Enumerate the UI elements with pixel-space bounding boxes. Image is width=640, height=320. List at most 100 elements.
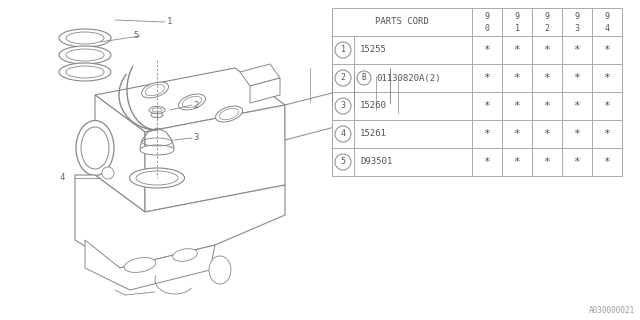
Text: A030000021: A030000021 xyxy=(589,306,635,315)
Bar xyxy=(592,92,622,120)
Text: *: * xyxy=(604,157,611,167)
Text: *: * xyxy=(604,45,611,55)
Bar xyxy=(472,8,502,36)
Text: 5: 5 xyxy=(133,30,138,39)
Text: 3: 3 xyxy=(193,133,198,142)
Bar xyxy=(472,148,502,176)
Text: 4: 4 xyxy=(605,24,609,33)
Bar xyxy=(502,120,532,148)
Text: *: * xyxy=(484,101,490,111)
Bar xyxy=(502,92,532,120)
Bar xyxy=(332,120,354,148)
Bar xyxy=(502,148,532,176)
Text: *: * xyxy=(543,73,550,83)
Text: *: * xyxy=(514,129,520,139)
Text: 15255: 15255 xyxy=(360,45,387,54)
Text: *: * xyxy=(573,101,580,111)
Bar xyxy=(332,8,472,36)
Text: 1: 1 xyxy=(515,24,520,33)
Polygon shape xyxy=(240,64,280,86)
Ellipse shape xyxy=(140,145,174,155)
Text: 3: 3 xyxy=(575,24,579,33)
Ellipse shape xyxy=(76,121,114,175)
Ellipse shape xyxy=(59,63,111,81)
Text: 15261: 15261 xyxy=(360,130,387,139)
Text: *: * xyxy=(484,45,490,55)
Polygon shape xyxy=(145,105,285,212)
Text: *: * xyxy=(573,157,580,167)
Text: 5: 5 xyxy=(340,157,346,166)
Text: 01130820A(2): 01130820A(2) xyxy=(376,74,440,83)
Text: *: * xyxy=(514,101,520,111)
Circle shape xyxy=(335,70,351,86)
Text: 9: 9 xyxy=(484,12,490,21)
Polygon shape xyxy=(285,68,430,140)
Text: 9: 9 xyxy=(605,12,609,21)
Text: 4: 4 xyxy=(60,173,65,182)
Ellipse shape xyxy=(102,167,114,179)
Bar xyxy=(354,92,472,120)
Text: *: * xyxy=(543,101,550,111)
Bar xyxy=(532,64,562,92)
Bar xyxy=(562,148,592,176)
Bar xyxy=(532,120,562,148)
Text: 15260: 15260 xyxy=(360,101,387,110)
Bar xyxy=(332,64,354,92)
Ellipse shape xyxy=(59,29,111,47)
Bar xyxy=(502,8,532,36)
Text: *: * xyxy=(573,129,580,139)
Text: *: * xyxy=(514,45,520,55)
Bar xyxy=(592,8,622,36)
Bar xyxy=(592,64,622,92)
Bar xyxy=(354,148,472,176)
Circle shape xyxy=(335,98,351,114)
Bar xyxy=(472,64,502,92)
Bar xyxy=(592,120,622,148)
Text: 3: 3 xyxy=(340,101,346,110)
Text: *: * xyxy=(543,129,550,139)
Text: *: * xyxy=(543,157,550,167)
Bar xyxy=(354,36,472,64)
Text: *: * xyxy=(604,101,611,111)
Bar xyxy=(502,64,532,92)
Ellipse shape xyxy=(173,249,197,261)
Text: *: * xyxy=(543,45,550,55)
Text: 9: 9 xyxy=(515,12,520,21)
Text: *: * xyxy=(573,45,580,55)
Text: 2: 2 xyxy=(545,24,550,33)
Polygon shape xyxy=(390,60,430,103)
Bar xyxy=(472,120,502,148)
Bar xyxy=(532,92,562,120)
Text: *: * xyxy=(573,73,580,83)
Bar xyxy=(354,64,472,92)
Text: 4: 4 xyxy=(340,130,346,139)
Ellipse shape xyxy=(209,256,231,284)
Text: PARTS CORD: PARTS CORD xyxy=(375,18,429,27)
Bar xyxy=(562,64,592,92)
Text: 0: 0 xyxy=(484,24,490,33)
Bar xyxy=(562,120,592,148)
Bar xyxy=(354,120,472,148)
Ellipse shape xyxy=(151,113,163,117)
Circle shape xyxy=(357,71,371,85)
Bar xyxy=(332,92,354,120)
Ellipse shape xyxy=(149,107,165,114)
Ellipse shape xyxy=(141,82,168,98)
Bar xyxy=(502,36,532,64)
Bar xyxy=(532,36,562,64)
Text: *: * xyxy=(484,129,490,139)
Bar xyxy=(332,148,354,176)
Bar xyxy=(472,92,502,120)
Bar xyxy=(562,92,592,120)
Ellipse shape xyxy=(59,46,111,64)
Text: 2: 2 xyxy=(193,100,198,109)
Text: 2: 2 xyxy=(340,74,346,83)
Polygon shape xyxy=(250,78,280,103)
Text: *: * xyxy=(604,73,611,83)
Circle shape xyxy=(335,154,351,170)
Bar xyxy=(562,8,592,36)
Polygon shape xyxy=(95,68,285,132)
Text: *: * xyxy=(604,129,611,139)
Text: *: * xyxy=(514,157,520,167)
Text: *: * xyxy=(484,157,490,167)
